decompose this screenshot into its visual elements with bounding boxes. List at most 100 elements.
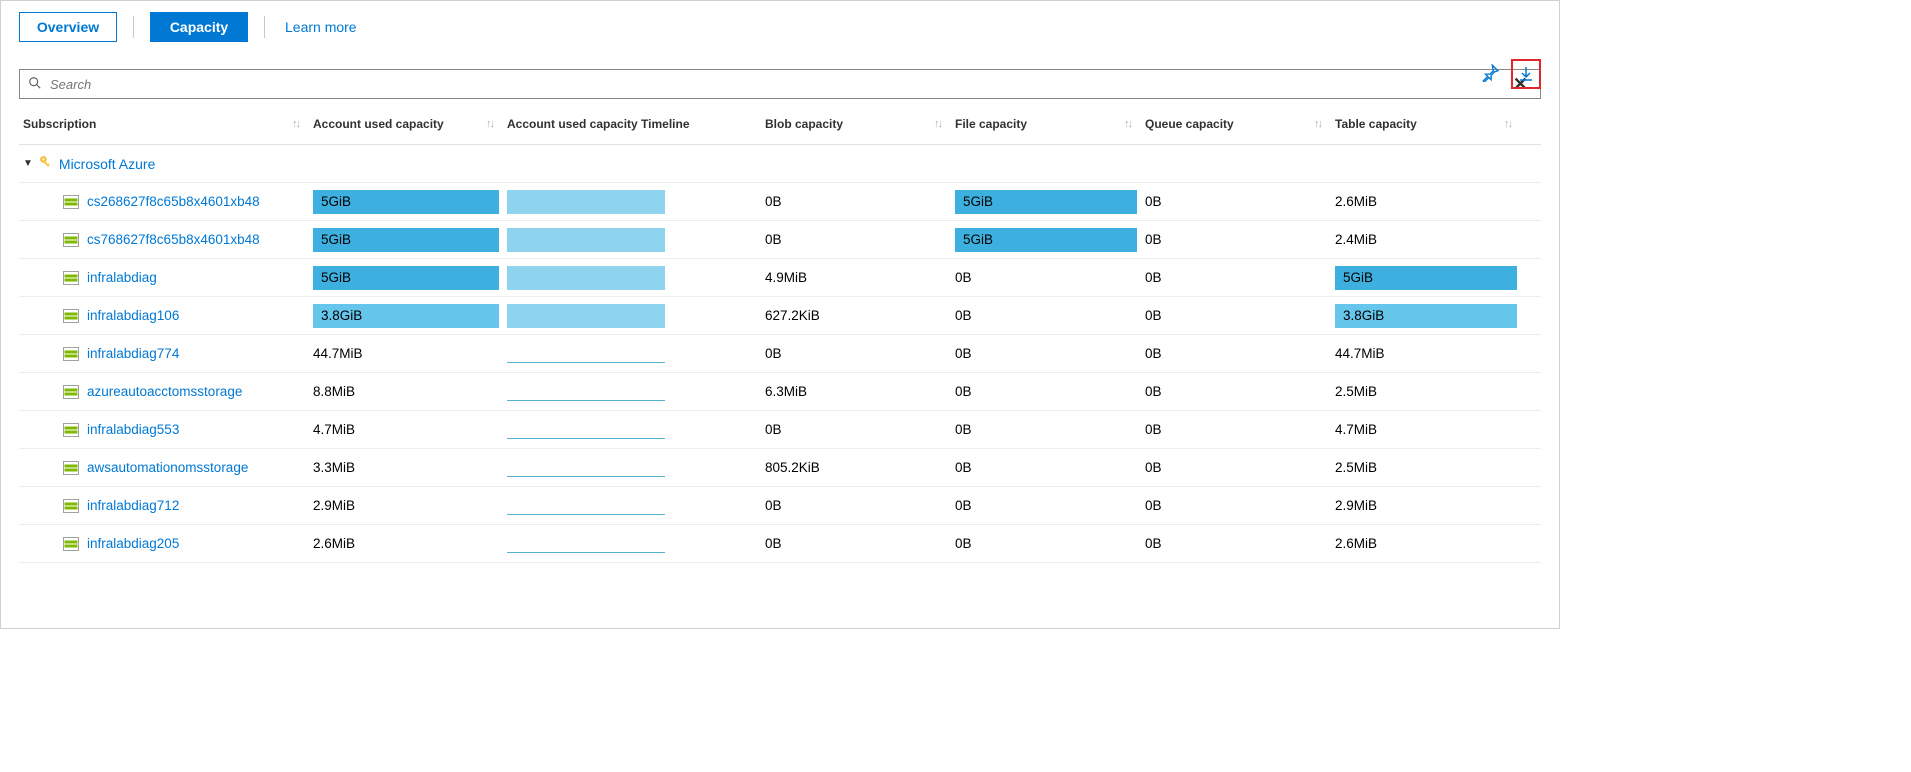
cell-timeline (503, 449, 761, 486)
cell-blob: 805.2KiB (761, 449, 951, 486)
overview-tab[interactable]: Overview (19, 12, 117, 42)
learn-more-link[interactable]: Learn more (285, 19, 357, 35)
sort-icon: ↑↓ (934, 118, 941, 130)
cell-name: cs768627f8c65b8x4601xb48 (19, 221, 309, 258)
cell-name: azureautoacctomsstorage (19, 373, 309, 410)
cell-timeline (503, 259, 761, 296)
col-subscription[interactable]: Subscription↑↓ (19, 117, 309, 131)
cell-file: 0B (951, 259, 1141, 296)
cell-name: awsautomationomsstorage (19, 449, 309, 486)
cell-name: infralabdiag712 (19, 487, 309, 524)
storage-account-link[interactable]: infralabdiag553 (87, 422, 179, 437)
cell-table: 2.5MiB (1331, 373, 1521, 410)
cell-name: infralabdiag (19, 259, 309, 296)
col-account-used-label: Account used capacity (313, 117, 444, 131)
download-button[interactable] (1511, 59, 1541, 89)
storage-account-link[interactable]: awsautomationomsstorage (87, 460, 248, 475)
sort-icon: ↑↓ (1124, 118, 1131, 130)
cell-used: 5GiB (309, 259, 503, 296)
col-account-used[interactable]: Account used capacity↑↓ (309, 117, 503, 131)
cell-table: 44.7MiB (1331, 335, 1521, 372)
cell-file: 0B (951, 525, 1141, 562)
cell-timeline (503, 411, 761, 448)
table-row: cs268627f8c65b8x4601xb48 5GiB 0B 5GiB 0B… (19, 183, 1541, 221)
cell-timeline (503, 335, 761, 372)
cell-used: 2.9MiB (309, 487, 503, 524)
storage-account-link[interactable]: infralabdiag205 (87, 536, 179, 551)
cell-timeline (503, 487, 761, 524)
table-row: infralabdiag106 3.8GiB 627.2KiB 0B 0B 3.… (19, 297, 1541, 335)
storage-account-link[interactable]: infralabdiag712 (87, 498, 179, 513)
storage-account-icon (63, 233, 79, 247)
cell-queue: 0B (1141, 411, 1331, 448)
cell-blob: 627.2KiB (761, 297, 951, 334)
pin-icon[interactable] (1481, 64, 1499, 85)
storage-account-link[interactable]: infralabdiag774 (87, 346, 179, 361)
storage-account-icon (63, 309, 79, 323)
sort-icon: ↑↓ (1504, 118, 1511, 130)
col-file[interactable]: File capacity↑↓ (951, 117, 1141, 131)
cell-name: infralabdiag106 (19, 297, 309, 334)
expand-toggle-icon[interactable]: ▼ (23, 158, 33, 169)
col-blob[interactable]: Blob capacity ↑↓ (761, 117, 951, 131)
cell-blob: 4.9MiB (761, 259, 951, 296)
col-table[interactable]: Table capacity ↑↓ (1331, 117, 1521, 131)
storage-account-icon (63, 385, 79, 399)
page-container: Overview Capacity Learn more ✕ Subscript… (0, 0, 1560, 629)
grid-header: Subscription↑↓ Account used capacity↑↓ A… (19, 103, 1541, 145)
capacity-grid: Subscription↑↓ Account used capacity↑↓ A… (19, 103, 1541, 563)
cell-file: 0B (951, 297, 1141, 334)
storage-account-icon (63, 347, 79, 361)
sort-icon: ↑↓ (292, 118, 299, 130)
sort-icon: ↑↓ (1314, 118, 1321, 130)
cell-used: 5GiB (309, 221, 503, 258)
storage-account-link[interactable]: infralabdiag (87, 270, 157, 285)
cell-queue: 0B (1141, 487, 1331, 524)
table-row: azureautoacctomsstorage 8.8MiB 6.3MiB 0B… (19, 373, 1541, 411)
cell-blob: 0B (761, 183, 951, 220)
storage-account-icon (63, 461, 79, 475)
search-input[interactable] (42, 76, 1509, 93)
cell-timeline (503, 373, 761, 410)
cell-blob: 0B (761, 487, 951, 524)
cell-timeline (503, 221, 761, 258)
cell-timeline (503, 183, 761, 220)
subscription-group-name[interactable]: Microsoft Azure (59, 156, 155, 172)
cell-table: 2.6MiB (1331, 183, 1521, 220)
subscription-group-row: ▼ Microsoft Azure (19, 145, 1541, 183)
cell-blob: 0B (761, 221, 951, 258)
cell-file: 0B (951, 449, 1141, 486)
table-row: infralabdiag712 2.9MiB 0B 0B 0B 2.9MiB (19, 487, 1541, 525)
col-timeline[interactable]: Account used capacity Timeline (503, 117, 761, 131)
cell-table: 3.8GiB (1331, 297, 1521, 334)
storage-account-link[interactable]: cs768627f8c65b8x4601xb48 (87, 232, 260, 247)
key-icon (39, 155, 53, 172)
cell-used: 5GiB (309, 183, 503, 220)
storage-account-link[interactable]: cs268627f8c65b8x4601xb48 (87, 194, 260, 209)
cell-table: 2.6MiB (1331, 525, 1521, 562)
cell-file: 0B (951, 373, 1141, 410)
col-table-label: Table capacity (1335, 117, 1417, 131)
search-bar: ✕ (19, 69, 1541, 99)
cell-table: 4.7MiB (1331, 411, 1521, 448)
cell-table: 2.9MiB (1331, 487, 1521, 524)
col-timeline-label: Account used capacity Timeline (507, 117, 690, 131)
col-queue[interactable]: Queue capacity ↑↓ (1141, 117, 1331, 131)
storage-account-icon (63, 537, 79, 551)
cell-file: 5GiB (951, 183, 1141, 220)
cell-queue: 0B (1141, 525, 1331, 562)
cell-name: infralabdiag553 (19, 411, 309, 448)
table-row: awsautomationomsstorage 3.3MiB 805.2KiB … (19, 449, 1541, 487)
storage-account-link[interactable]: infralabdiag106 (87, 308, 179, 323)
cell-table: 2.5MiB (1331, 449, 1521, 486)
col-queue-label: Queue capacity (1145, 117, 1234, 131)
col-blob-label: Blob capacity (765, 117, 843, 131)
toolbar-separator (133, 16, 134, 38)
storage-account-link[interactable]: azureautoacctomsstorage (87, 384, 242, 399)
cell-file: 0B (951, 487, 1141, 524)
capacity-tab[interactable]: Capacity (150, 12, 248, 42)
cell-table: 2.4MiB (1331, 221, 1521, 258)
table-row: infralabdiag 5GiB 4.9MiB 0B 0B 5GiB (19, 259, 1541, 297)
cell-used: 3.3MiB (309, 449, 503, 486)
cell-file: 0B (951, 411, 1141, 448)
